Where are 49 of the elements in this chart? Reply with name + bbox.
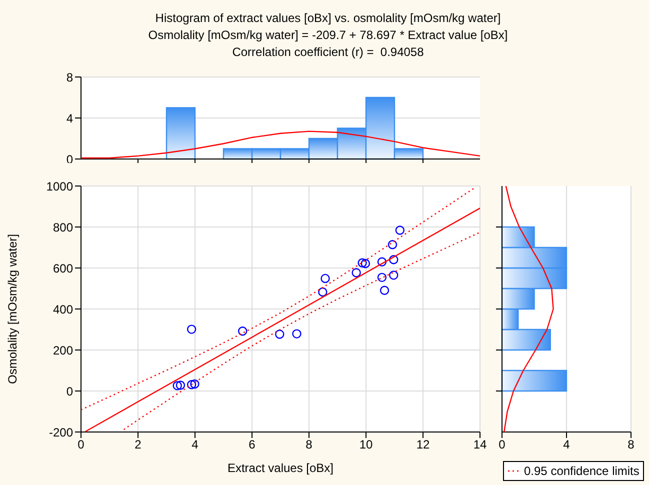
y-tick-label: 0	[66, 152, 74, 166]
point	[186, 380, 196, 390]
y-tick-label: 8	[66, 70, 74, 84]
x-tick-label: 2	[134, 438, 142, 452]
text: Correlation coefficient (r) = 0.94058	[231, 44, 425, 61]
x-tick-label: 4	[563, 438, 570, 452]
line-series	[123, 232, 480, 430]
x-tick-label: 8	[306, 438, 313, 452]
point	[292, 329, 302, 338]
x-tick-label: 6	[248, 438, 256, 452]
point	[395, 226, 405, 235]
point	[352, 268, 361, 278]
x-tick-label: 4	[192, 438, 199, 452]
point	[176, 380, 186, 390]
x-axis-title: Extract values [oBx]	[227, 461, 334, 475]
x-tick-label: 10	[359, 438, 373, 452]
x-tick-label: 12	[416, 438, 430, 452]
line-series	[81, 187, 475, 410]
y-tick-label: 200	[52, 343, 74, 358]
point	[172, 381, 182, 390]
y-axis-title: Osmolality [mOsm/kg water]	[5, 234, 20, 384]
y-tick-label: 0	[66, 384, 74, 398]
point	[360, 258, 370, 268]
point	[358, 258, 367, 268]
x-tick-label: 0	[498, 438, 506, 452]
x-tick-label: 0	[78, 438, 85, 452]
y-tick-label: -200	[48, 425, 74, 440]
point	[377, 272, 387, 282]
y-tick-label: 1000	[46, 179, 74, 194]
point	[275, 330, 284, 339]
point	[377, 257, 387, 266]
chart-subtitle: Osmolality [mOsm/kg water] = -209.7 + 78.697 * Extract value [oBx]	[147, 27, 509, 44]
point	[388, 240, 398, 250]
point	[389, 270, 398, 280]
chart-title: Histogram of extract values [oBx] vs. osmolality [mOsm/kg water]	[154, 10, 502, 27]
x-tick-label: 14	[473, 438, 487, 452]
point	[318, 287, 328, 297]
point	[190, 379, 200, 389]
point	[320, 274, 330, 284]
point	[238, 326, 248, 336]
point	[186, 324, 196, 334]
y-tick-label: 600	[52, 261, 74, 276]
point	[389, 254, 398, 264]
legend-label: 0.95 confidence limits	[524, 464, 640, 478]
y-tick-label: 4	[66, 111, 74, 126]
point	[380, 286, 390, 295]
x-tick-label: 8	[628, 438, 635, 452]
y-tick-label: 400	[52, 302, 74, 316]
y-tick-label: 800	[52, 220, 74, 234]
